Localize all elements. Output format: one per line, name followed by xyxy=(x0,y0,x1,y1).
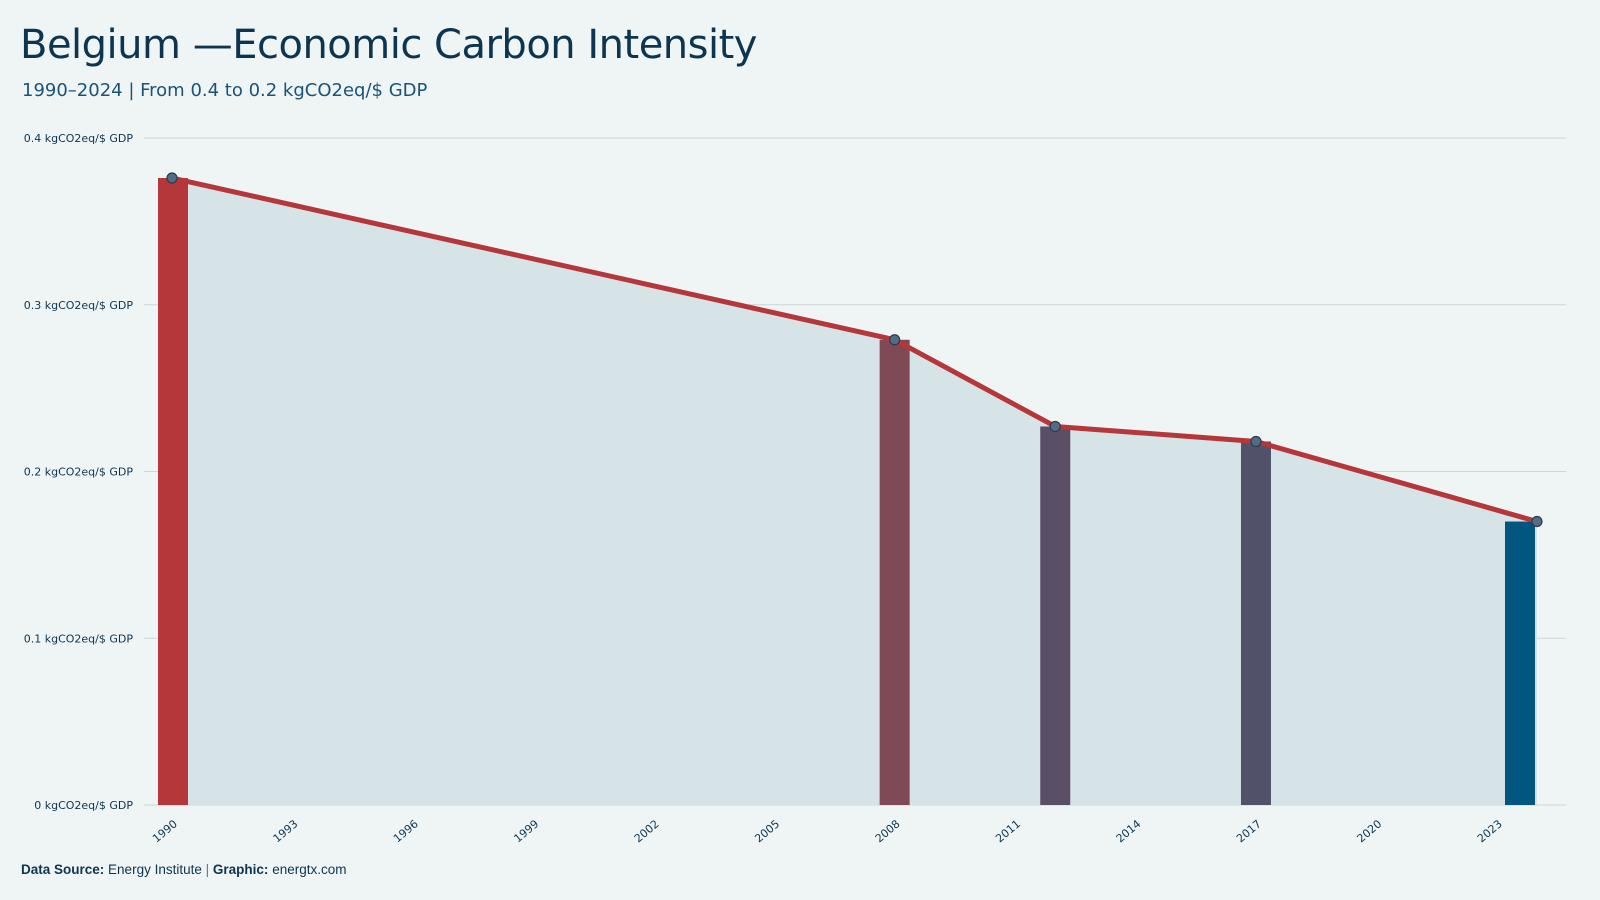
chart-footer: Data Source: Energy Institute | Graphic:… xyxy=(21,862,346,877)
highlight-bar xyxy=(1240,441,1271,805)
x-tick-label: 2014 xyxy=(1114,817,1144,845)
y-tick-label: 0.3 kgCO2eq/$ GDP xyxy=(24,299,134,312)
data-point xyxy=(1531,515,1543,528)
x-tick-label: 1999 xyxy=(511,817,541,845)
source-label: Data Source: xyxy=(21,862,105,877)
x-tick-label: 2023 xyxy=(1475,817,1505,845)
chart-subtitle: 1990–2024 | From 0.4 to 0.2 kgCO2eq/$ GD… xyxy=(22,80,428,101)
x-tick-label: 1996 xyxy=(391,817,421,845)
x-tick-label: 2020 xyxy=(1355,817,1385,845)
highlight-bar xyxy=(158,178,188,805)
graphic-label: Graphic: xyxy=(212,862,269,877)
x-tick-label: 1990 xyxy=(150,817,180,845)
chart-title: Belgium —Economic Carbon Intensity xyxy=(20,22,757,68)
y-tick-label: 0.1 kgCO2eq/$ GDP xyxy=(24,632,134,645)
x-tick-label: 2008 xyxy=(873,817,903,845)
area-fill xyxy=(172,178,1537,805)
y-tick-label: 0.2 kgCO2eq/$ GDP xyxy=(24,466,134,479)
y-tick-label: 0.4 kgCO2eq/$ GDP xyxy=(24,132,134,145)
highlight-bar xyxy=(1040,426,1071,805)
data-point xyxy=(166,172,178,184)
source-value: Energy Institute xyxy=(108,862,202,877)
x-tick-label: 1993 xyxy=(271,817,301,845)
footer-separator: | xyxy=(205,862,210,877)
x-tick-label: 2005 xyxy=(752,817,782,845)
x-tick-label: 2011 xyxy=(993,817,1023,845)
y-tick-label: 0 kgCO2eq/$ GDP xyxy=(34,799,133,812)
data-point xyxy=(1049,420,1061,433)
highlight-bar xyxy=(1505,521,1535,805)
x-tick-label: 2017 xyxy=(1234,817,1264,845)
x-tick-label: 2002 xyxy=(632,817,662,845)
data-point xyxy=(1250,435,1262,448)
graphic-value: energtx.com xyxy=(272,862,347,877)
data-point xyxy=(889,334,901,346)
highlight-bar xyxy=(879,339,910,805)
